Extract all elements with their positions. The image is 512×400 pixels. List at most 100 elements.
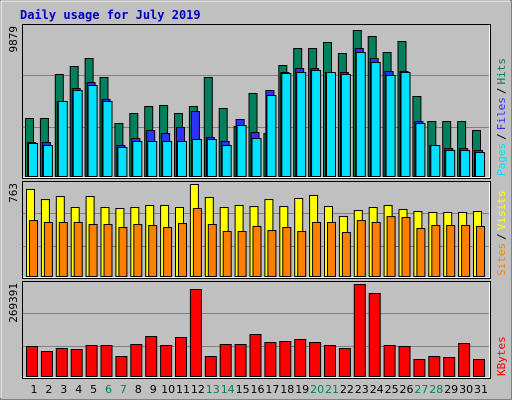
bar (252, 225, 262, 277)
bar (162, 141, 173, 177)
bar (26, 346, 38, 378)
x-tick-label: 16 (251, 383, 265, 396)
bar (266, 95, 277, 177)
bar (175, 337, 187, 377)
x-tick-label: 29 (444, 383, 458, 396)
bar (309, 342, 322, 377)
bar (72, 90, 83, 177)
bar (370, 62, 381, 177)
bar (204, 356, 217, 377)
x-tick-label: 21 (325, 383, 339, 396)
bar (249, 334, 262, 378)
bar (70, 349, 83, 377)
x-tick-label: 5 (90, 383, 97, 396)
y-max-label: 269391 (7, 283, 20, 323)
legend: Sites / Visits (495, 191, 508, 277)
bar (163, 227, 173, 277)
bar (191, 139, 202, 177)
legend-entry: Visits (495, 191, 508, 231)
legend-entry: Hits (495, 58, 508, 85)
bar (147, 141, 158, 177)
bar (251, 138, 262, 178)
bar (85, 345, 98, 378)
x-tick-label: 25 (385, 383, 399, 396)
bar (145, 336, 158, 377)
bar (355, 52, 366, 177)
x-tick-label: 3 (60, 383, 67, 396)
x-tick-label: 18 (280, 383, 294, 396)
bar (148, 224, 158, 277)
bar (28, 142, 38, 177)
bar (476, 225, 485, 277)
x-tick-label: 13 (206, 383, 220, 396)
x-tick-label: 12 (191, 383, 205, 396)
bar (340, 74, 351, 177)
x-tick-label: 19 (295, 383, 309, 396)
x-tick-label: 22 (340, 383, 354, 396)
x-tick-label: 24 (370, 383, 384, 396)
bar (415, 123, 426, 177)
bar (385, 75, 396, 177)
bar (475, 151, 485, 178)
bar (117, 147, 128, 178)
bar (43, 221, 53, 277)
bar (296, 72, 307, 177)
bar (100, 345, 113, 378)
bar (460, 150, 471, 177)
bar (192, 207, 202, 277)
legend-entry: Pages (495, 143, 508, 176)
bar (55, 348, 68, 377)
x-tick-label: 28 (429, 383, 443, 396)
bar (294, 339, 307, 378)
x-tick-label: 7 (120, 383, 127, 396)
bar (207, 224, 217, 277)
bar (237, 231, 247, 277)
bar (443, 357, 456, 378)
bar (279, 341, 292, 378)
x-tick-label: 30 (459, 383, 473, 396)
legend-separator: / (495, 88, 508, 95)
bar (133, 224, 143, 277)
x-tick-label: 9 (150, 383, 157, 396)
x-tick-label: 23 (355, 383, 369, 396)
chart-title: Daily usage for July 2019 (20, 8, 201, 22)
y-max-label: 9879 (7, 26, 20, 53)
bar (221, 145, 232, 177)
bar (371, 221, 381, 277)
bar (386, 216, 396, 277)
bar (431, 224, 441, 277)
bar (58, 221, 68, 277)
x-tick-label: 10 (161, 383, 175, 396)
legend-entry: KBytes (495, 336, 508, 376)
x-tick-label: 4 (75, 383, 82, 396)
bar (338, 348, 351, 377)
legend-entry: Files (495, 97, 508, 130)
bar (87, 85, 98, 177)
bar (264, 342, 277, 377)
bar (356, 220, 366, 278)
bar (401, 217, 411, 277)
bar (115, 356, 128, 377)
x-tick-label: 6 (105, 383, 112, 396)
x-tick-label: 17 (265, 383, 279, 396)
bar (282, 227, 292, 277)
bar (312, 221, 322, 277)
bar (383, 345, 396, 378)
bar (368, 293, 381, 377)
bar (189, 289, 202, 378)
bar (281, 73, 292, 177)
bar (103, 224, 113, 277)
bar (177, 141, 187, 177)
bar (40, 351, 53, 378)
bar (430, 145, 441, 177)
bar (160, 345, 173, 378)
x-tick-label: 14 (221, 383, 235, 396)
legend-separator: / (495, 233, 508, 240)
bar (446, 224, 456, 277)
x-tick-label: 2 (45, 383, 52, 396)
bar (297, 231, 307, 277)
legend: KBytes (495, 336, 508, 376)
bar (416, 228, 426, 277)
bar (473, 359, 485, 377)
